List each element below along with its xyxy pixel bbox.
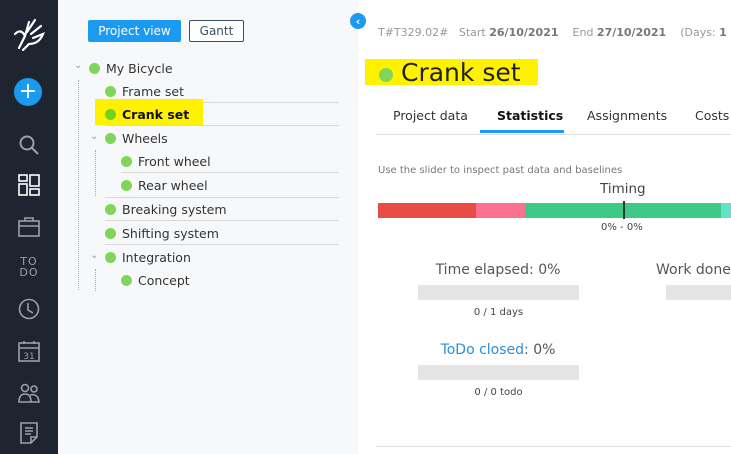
chevron-down-icon[interactable]: ⌄ — [74, 60, 83, 71]
calendar-icon[interactable]: 31 — [14, 336, 44, 366]
tree-item-selected[interactable]: Crank set — [105, 103, 339, 126]
status-dot — [105, 203, 116, 215]
timing-segment-late — [378, 203, 476, 218]
work-done-bar — [666, 285, 731, 300]
todo-closed-bar — [418, 365, 579, 380]
tab-divider — [376, 134, 731, 135]
timing-marker[interactable] — [623, 201, 625, 219]
status-dot — [105, 252, 116, 263]
slider-hint: Use the slider to inspect past data and … — [378, 165, 623, 176]
tree-item[interactable]: Rear wheel — [121, 174, 339, 197]
gantt-button[interactable]: Gantt — [189, 20, 244, 42]
tree-item[interactable]: Shifting system — [105, 222, 339, 245]
status-dot — [121, 275, 132, 286]
status-dot — [89, 63, 100, 74]
todo-icon[interactable]: TO DO — [19, 255, 39, 279]
tree-item[interactable]: My Bicycle — [89, 57, 339, 80]
logo-hand-icon[interactable] — [8, 14, 50, 54]
timing-slider[interactable] — [378, 203, 731, 218]
tab-assignments[interactable]: Assignments — [587, 108, 668, 123]
tree-guide — [95, 269, 96, 291]
timing-segment-warning — [476, 203, 525, 218]
briefcase-icon[interactable] — [14, 212, 44, 242]
page-title: Crank set — [365, 58, 538, 87]
section-divider — [376, 446, 731, 447]
time-elapsed-label: Time elapsed: 0% — [435, 262, 561, 278]
todo-closed-sub: 0 / 0 todo — [474, 387, 523, 398]
tree-item[interactable]: Front wheel — [121, 150, 339, 173]
timing-segment-early — [721, 203, 731, 218]
project-view-button[interactable]: Project view — [88, 20, 181, 42]
tree-item[interactable]: Integration — [105, 246, 339, 269]
todo-closed-link[interactable]: ToDo closed — [440, 342, 525, 358]
status-dot — [105, 133, 116, 144]
tree-item[interactable]: Wheels — [105, 127, 339, 150]
work-done-label: Work done — [656, 262, 731, 278]
chevron-down-icon[interactable]: ⌄ — [90, 131, 99, 142]
divider — [105, 197, 339, 198]
collapse-panel-icon[interactable]: ‹ — [350, 13, 366, 29]
todo-closed-label: ToDo closed: 0% — [440, 342, 556, 358]
tree-item[interactable]: Frame set — [105, 80, 339, 103]
detail-panel: ‹ T#T329.02# Start 26/10/2021 End 27/10/… — [350, 0, 731, 454]
dashboard-icon[interactable] — [14, 170, 44, 200]
people-icon[interactable] — [14, 378, 44, 408]
timing-range: 0% - 0% — [601, 222, 643, 233]
tab-costs[interactable]: Costs — [695, 108, 730, 123]
timing-title: Timing — [600, 181, 646, 197]
task-meta: T#T329.02# Start 26/10/2021 End 27/10/20… — [378, 26, 731, 39]
project-tree-panel: Project view Gantt ⌄ My Bicycle Frame se… — [58, 0, 358, 454]
tree-guide — [78, 80, 79, 290]
status-dot — [105, 85, 116, 97]
search-icon[interactable] — [14, 130, 44, 160]
clock-icon[interactable] — [14, 294, 44, 324]
tree-item[interactable]: Breaking system — [105, 198, 339, 221]
svg-text:31: 31 — [23, 352, 34, 362]
status-dot — [105, 227, 116, 239]
chevron-down-icon[interactable]: ⌄ — [90, 250, 99, 261]
add-icon[interactable]: + — [14, 78, 42, 106]
status-dot — [379, 68, 393, 82]
sidebar: + TO DO 31 — [0, 0, 58, 454]
tab-project-data[interactable]: Project data — [393, 108, 468, 123]
status-dot — [121, 180, 132, 191]
status-dot — [105, 108, 116, 120]
active-tab-indicator — [480, 130, 564, 133]
status-dot — [121, 155, 132, 167]
tree-guide — [95, 150, 96, 196]
time-elapsed-sub: 0 / 1 days — [473, 307, 524, 318]
tree-item[interactable]: Concept — [121, 269, 339, 292]
tab-statistics[interactable]: Statistics — [497, 108, 564, 123]
document-icon[interactable] — [14, 418, 44, 448]
time-elapsed-bar — [418, 285, 579, 300]
